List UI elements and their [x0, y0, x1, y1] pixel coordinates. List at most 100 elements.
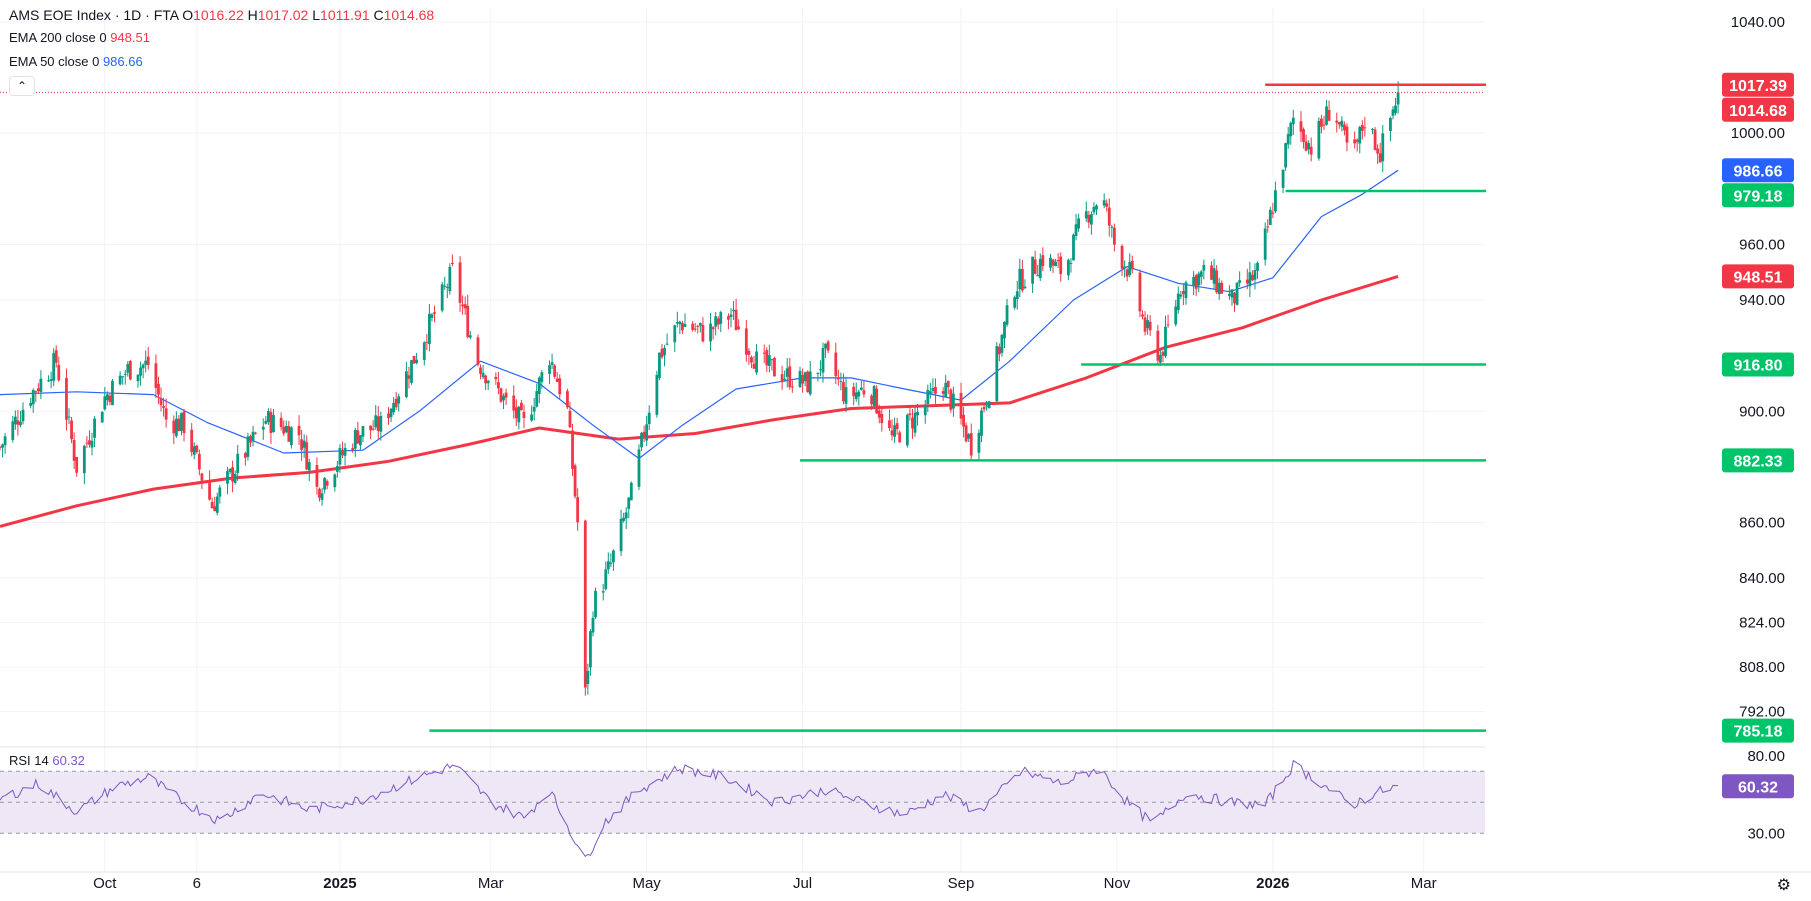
gear-icon[interactable]: ⚙ — [1776, 877, 1791, 894]
candle[interactable] — [215, 492, 219, 516]
candle[interactable] — [926, 384, 930, 413]
candle[interactable] — [1358, 125, 1362, 154]
candle[interactable] — [494, 372, 498, 385]
candle[interactable] — [1166, 314, 1170, 328]
candle[interactable] — [233, 470, 237, 485]
candle[interactable] — [573, 463, 577, 499]
candle[interactable] — [1291, 109, 1295, 135]
candle[interactable] — [39, 370, 43, 400]
candle[interactable] — [246, 432, 250, 461]
candle[interactable] — [1000, 333, 1004, 357]
candle[interactable] — [1371, 127, 1374, 135]
candle[interactable] — [47, 375, 50, 382]
candle[interactable] — [683, 313, 687, 328]
candle[interactable] — [964, 422, 968, 443]
candle[interactable] — [678, 320, 682, 334]
candle[interactable] — [1138, 269, 1142, 318]
candle[interactable] — [251, 425, 255, 447]
candle[interactable] — [21, 402, 25, 425]
candle[interactable] — [586, 663, 590, 695]
candle[interactable] — [709, 312, 712, 352]
candle[interactable] — [1281, 169, 1285, 194]
candle[interactable] — [663, 344, 666, 367]
candle[interactable] — [305, 435, 309, 471]
legend-ema200[interactable]: EMA 200 close 0 948.51 — [9, 29, 150, 47]
candle[interactable] — [1092, 202, 1096, 215]
candle[interactable] — [734, 298, 738, 331]
candle[interactable] — [839, 372, 843, 391]
candle[interactable] — [1253, 263, 1257, 290]
candle[interactable] — [916, 403, 919, 426]
candle[interactable] — [440, 281, 444, 313]
candle[interactable] — [854, 382, 858, 402]
candle[interactable] — [1307, 140, 1311, 155]
candle[interactable] — [1120, 244, 1124, 277]
candle[interactable] — [1286, 127, 1290, 149]
candle[interactable] — [872, 384, 876, 408]
candle[interactable] — [1107, 198, 1111, 237]
candle[interactable] — [192, 442, 196, 460]
candle[interactable] — [1335, 112, 1339, 133]
candle[interactable] — [729, 308, 733, 328]
candle[interactable] — [1284, 142, 1288, 171]
candle[interactable] — [826, 339, 830, 354]
candle[interactable] — [103, 387, 107, 411]
candle[interactable] — [425, 333, 429, 351]
candle[interactable] — [93, 416, 96, 448]
candle[interactable] — [300, 429, 304, 461]
candle[interactable] — [601, 583, 605, 601]
candle[interactable] — [1158, 349, 1162, 366]
candle[interactable] — [566, 388, 569, 409]
candle[interactable] — [821, 342, 825, 383]
candle[interactable] — [1130, 255, 1134, 274]
candle[interactable] — [333, 473, 337, 492]
candle[interactable] — [1235, 282, 1239, 306]
candle[interactable] — [783, 370, 787, 382]
candle[interactable] — [1192, 271, 1196, 296]
candle[interactable] — [315, 457, 319, 495]
candle[interactable] — [36, 383, 40, 394]
candle[interactable] — [422, 341, 426, 366]
candle[interactable] — [553, 364, 557, 379]
candle[interactable] — [744, 319, 748, 362]
candle[interactable] — [1156, 325, 1160, 365]
candle[interactable] — [946, 380, 950, 395]
candle[interactable] — [1161, 350, 1165, 363]
candle[interactable] — [213, 496, 217, 512]
candle[interactable] — [407, 367, 411, 389]
candle[interactable] — [356, 421, 360, 445]
candle[interactable] — [780, 365, 784, 390]
candle[interactable] — [875, 385, 879, 415]
candle[interactable] — [144, 350, 148, 373]
candle[interactable] — [338, 444, 342, 473]
candle[interactable] — [451, 254, 454, 267]
candle[interactable] — [1033, 250, 1037, 275]
candle[interactable] — [376, 406, 380, 439]
candle[interactable] — [90, 433, 94, 456]
candle[interactable] — [558, 374, 562, 399]
candle[interactable] — [297, 415, 301, 445]
candle[interactable] — [1263, 222, 1267, 266]
candle[interactable] — [852, 382, 856, 406]
candle[interactable] — [1031, 256, 1034, 293]
candle[interactable] — [591, 611, 595, 637]
candle[interactable] — [433, 305, 436, 323]
candle[interactable] — [105, 391, 109, 406]
candle[interactable] — [1110, 224, 1114, 238]
candle[interactable] — [72, 432, 76, 470]
candle[interactable] — [870, 394, 873, 410]
candle[interactable] — [1128, 253, 1132, 278]
candle[interactable] — [1322, 115, 1326, 130]
candle[interactable] — [1248, 261, 1252, 298]
candle[interactable] — [236, 445, 240, 481]
candle[interactable] — [1105, 199, 1109, 212]
candle[interactable] — [412, 355, 416, 364]
candle[interactable] — [88, 430, 91, 448]
candle[interactable] — [895, 417, 899, 435]
candle[interactable] — [1289, 121, 1293, 145]
candle[interactable] — [325, 479, 329, 490]
candle[interactable] — [537, 376, 541, 404]
candle[interactable] — [967, 432, 971, 442]
candle[interactable] — [532, 397, 536, 421]
